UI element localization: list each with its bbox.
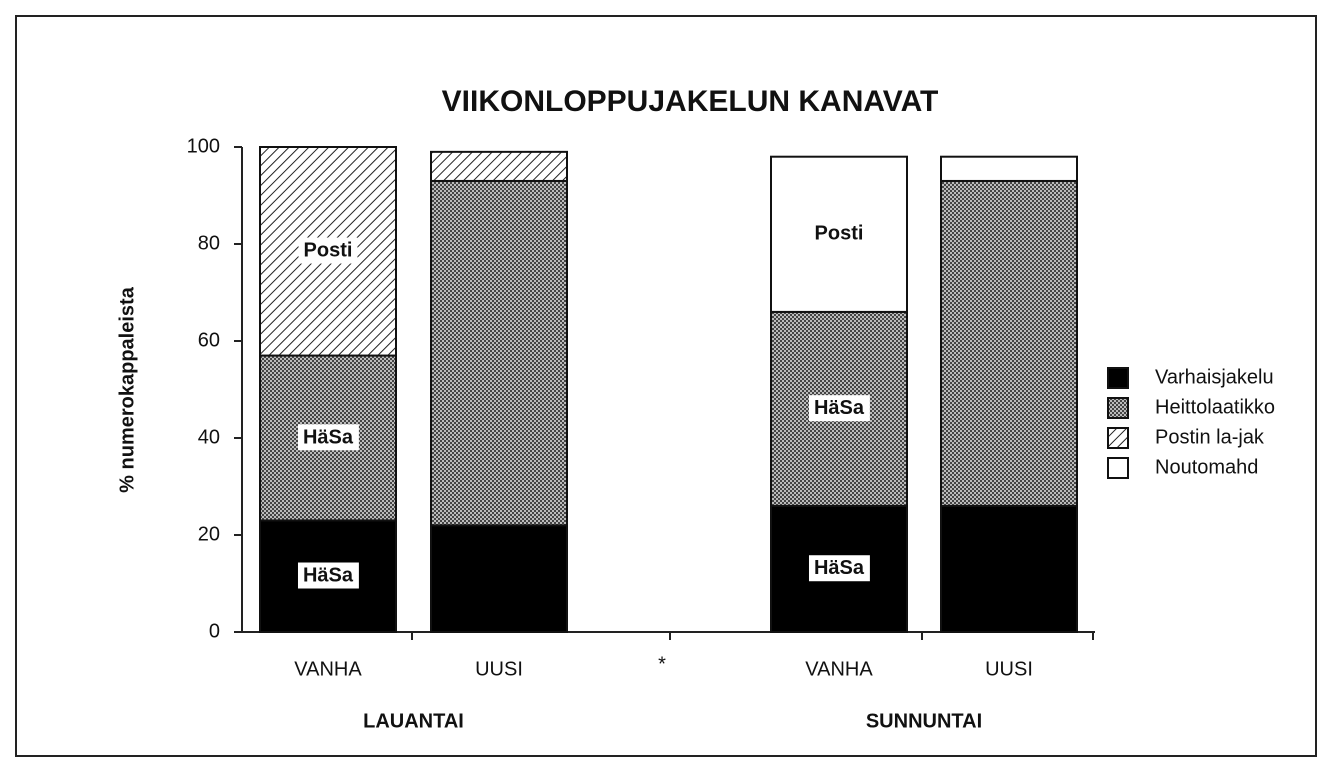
bar-segment (430, 150, 568, 182)
frame (15, 15, 1317, 757)
bar-segment (940, 179, 1078, 507)
segment-label: HäSa (303, 426, 354, 448)
y-tick-label: 60 (198, 329, 220, 351)
bar-segment (940, 155, 1078, 182)
segment-label: HäSa (814, 397, 865, 419)
y-tick-label: 40 (198, 426, 220, 448)
legend-label: Heittolaatikko (1155, 396, 1275, 418)
x-tick-label: UUSI (985, 658, 1033, 680)
segment-label-bg (298, 237, 358, 264)
legend-label: Noutomahd (1155, 456, 1258, 478)
chart-title: VIIKONLOPPUJAKELUN KANAVAT (442, 85, 939, 118)
segment-label: HäSa (814, 557, 865, 579)
segment-label: Posti (304, 240, 353, 262)
separator: * (658, 653, 666, 675)
segment-label-bg (808, 555, 870, 582)
legend-swatch (1107, 427, 1129, 449)
y-tick-label: 20 (198, 523, 220, 545)
y-axis-label: % numerokappaleista (116, 286, 138, 493)
legend-swatch (1107, 367, 1129, 389)
x-tick-label: VANHA (294, 658, 362, 680)
y-tick-label: 80 (198, 232, 220, 254)
segment-label-bg (808, 395, 870, 422)
y-tick-label: 100 (187, 135, 220, 157)
bar-segment (770, 155, 908, 313)
group-label: LAUANTAI (363, 710, 464, 732)
x-tick-label: VANHA (805, 658, 873, 680)
group-label: SUNNUNTAI (866, 710, 982, 732)
x-tick-label: UUSI (475, 658, 523, 680)
legend-label: Varhaisjakelu (1155, 366, 1274, 388)
segment-label: HäSa (303, 565, 354, 587)
bar-segment (430, 524, 568, 633)
segment-label-bg (297, 562, 359, 589)
segment-label-bg (297, 424, 359, 451)
y-tick-label: 0 (209, 620, 220, 642)
bar-segment (940, 504, 1078, 633)
segment-label: Posti (815, 223, 864, 245)
legend-label: Postin la-jak (1155, 426, 1265, 448)
bar-segment (430, 179, 568, 527)
legend-swatch (1107, 457, 1129, 479)
legend-swatch (1107, 397, 1129, 419)
